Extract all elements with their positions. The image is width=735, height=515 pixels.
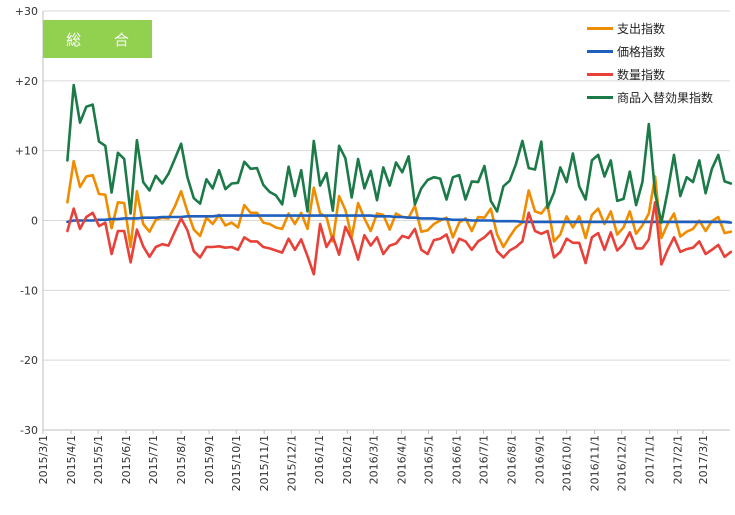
series-line (66, 159, 733, 249)
x-tick-label: 2017/1/1 (644, 435, 657, 484)
x-tick-label: 2016/1/1 (313, 435, 326, 484)
x-tick-label: 2016/10/1 (561, 435, 574, 491)
chart-title: 総 合 (66, 30, 143, 49)
legend-label: 価格指数 (617, 45, 666, 59)
legend-swatch (587, 27, 613, 30)
x-tick-label: 2017/3/1 (697, 435, 710, 484)
y-tick-label: +30 (15, 5, 38, 18)
legend-swatch (587, 50, 613, 53)
legend-label: 支出指数 (617, 22, 666, 36)
y-tick-label: -10 (20, 284, 38, 297)
legend-item: 価格指数 (587, 40, 727, 63)
x-tick-label: 2016/4/1 (395, 435, 408, 484)
legend-item: 支出指数 (587, 17, 727, 40)
legend-item: 数量指数 (587, 63, 727, 86)
chart-title-badge: 総 合 (43, 20, 152, 58)
legend-swatch (587, 96, 613, 99)
y-tick-label: +10 (15, 145, 38, 158)
x-tick-label: 2016/5/1 (422, 435, 435, 484)
x-tick-label: 2015/4/1 (65, 435, 78, 484)
x-tick-label: 2016/2/1 (341, 435, 354, 484)
legend-label: 数量指数 (617, 68, 666, 82)
x-tick-label: 2015/5/1 (92, 435, 105, 484)
x-tick-label: 2016/8/1 (506, 435, 519, 484)
x-tick-label: 2015/9/1 (203, 435, 216, 484)
x-tick-label: 2015/12/1 (285, 435, 298, 491)
x-tick-label: 2015/10/1 (230, 435, 243, 491)
x-tick-label: 2016/12/1 (616, 435, 629, 491)
legend-item: 商品入替効果指数 (587, 86, 727, 109)
x-tick-label: 2015/11/1 (258, 435, 271, 491)
x-tick-label: 2017/2/1 (672, 435, 685, 484)
y-tick-label: +20 (15, 75, 38, 88)
legend-label: 商品入替効果指数 (617, 91, 714, 105)
x-tick-label: 2016/3/1 (367, 435, 380, 484)
legend-swatch (587, 73, 613, 76)
x-tick-label: 2015/8/1 (175, 435, 188, 484)
y-tick-label: -30 (20, 424, 38, 437)
series-line (66, 83, 733, 224)
y-tick-label: 0 (31, 215, 38, 228)
series-line (66, 201, 733, 276)
x-tick-label: 2016/7/1 (478, 435, 491, 484)
legend: 支出指数 価格指数 数量指数 商品入替効果指数 (587, 17, 727, 109)
y-tick-label: -20 (20, 354, 38, 367)
x-tick-label: 2015/7/1 (147, 435, 160, 484)
x-tick-label: 2016/9/1 (534, 435, 547, 484)
x-tick-label: 2015/6/1 (120, 435, 133, 484)
series-line (66, 214, 733, 224)
x-tick-label: 2016/11/1 (589, 435, 602, 491)
x-tick-label: 2016/6/1 (450, 435, 463, 484)
x-tick-label: 2015/3/1 (37, 435, 50, 484)
